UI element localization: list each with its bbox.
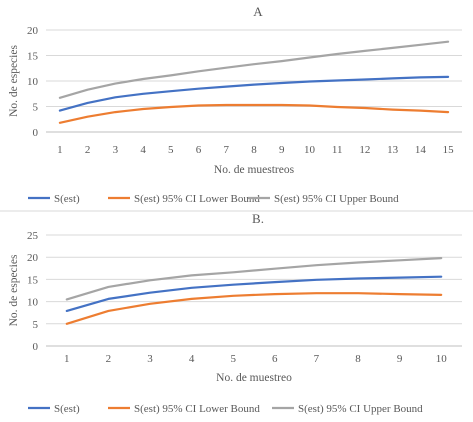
series-line-upper-bound [58,40,450,99]
legend-label: S(est) 95% CI Lower Bound [134,193,260,205]
legend-label: S(est) 95% CI Lower Bound [134,403,260,415]
legend-label: S(est) [54,403,80,415]
y-axis-label: No. de especies [8,45,20,117]
y-tick-label: 0 [33,341,39,353]
y-tick-label: 5 [33,319,39,331]
y-tick-label: 10 [27,76,39,88]
x-tick-label: 10 [304,144,316,156]
y-tick-label: 0 [33,127,39,139]
y-tick-label: 15 [27,51,39,63]
x-tick-label: 13 [387,144,399,156]
y-tick-label: 20 [27,252,39,264]
x-tick-label: 15 [443,144,455,156]
y-tick-label: 5 [33,102,39,114]
y-tick-label: 20 [27,25,39,37]
chart-title: B. [252,211,264,226]
x-tick-label: 10 [436,353,448,365]
series-line-lower-bound [58,103,450,124]
x-tick-label: 8 [355,353,361,365]
y-axis-label: No. de especies [8,254,20,326]
x-tick-label: 9 [279,144,285,156]
x-tick-label: 5 [230,353,236,365]
y-tick-label: 10 [27,297,39,309]
x-tick-label: 8 [251,144,257,156]
y-tick-label: 15 [27,274,39,286]
x-tick-label: 2 [106,353,112,365]
x-tick-label: 9 [397,353,403,365]
legend-label: S(est) 95% CI Upper Bound [274,193,399,205]
x-tick-label: 5 [168,144,174,156]
x-tick-label: 3 [147,353,153,365]
x-tick-label: 1 [57,144,63,156]
x-tick-label: 1 [64,353,70,365]
y-tick-label: 25 [27,230,39,242]
x-axis-label: No. de muestreos [214,164,295,176]
x-tick-label: 6 [196,144,202,156]
legend-label: S(est) 95% CI Upper Bound [298,403,423,415]
x-tick-label: 4 [189,353,195,365]
x-tick-label: 11 [332,144,343,156]
x-tick-label: 2 [85,144,91,156]
series-line-sest [65,275,443,312]
x-axis-label: No. de muestreo [216,372,292,384]
series-line-lower-bound [65,292,443,325]
x-tick-label: 12 [359,144,370,156]
chart-title: A [253,4,263,19]
series-line-upper-bound [65,257,443,301]
x-tick-label: 7 [314,353,320,365]
legend-label: S(est) [54,193,80,205]
x-tick-label: 7 [224,144,230,156]
series-line-sest [58,75,450,112]
x-tick-label: 3 [113,144,119,156]
x-tick-label: 14 [415,144,427,156]
x-tick-label: 6 [272,353,278,365]
x-tick-label: 4 [140,144,146,156]
